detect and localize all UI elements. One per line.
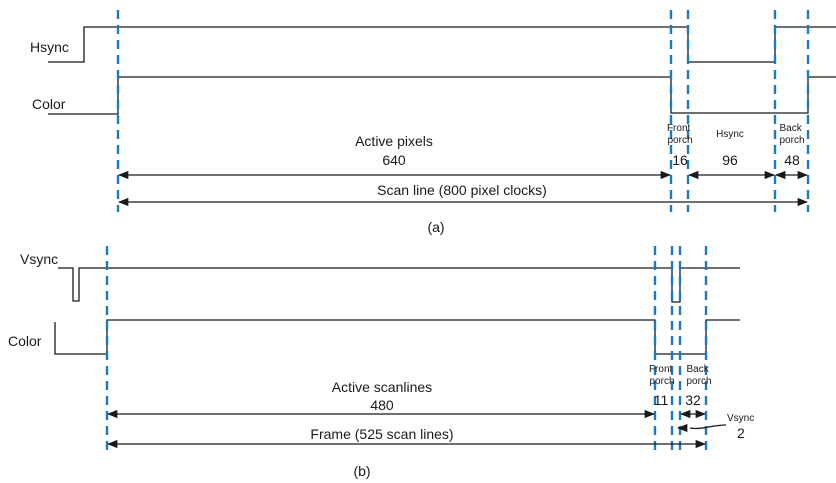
- front-porch-value-a: 16: [672, 152, 688, 168]
- active-scanlines-label: Active scanlines: [332, 379, 432, 395]
- active-pixels-value: 640: [382, 152, 406, 168]
- front-porch-line1-b: Front: [649, 364, 673, 375]
- front-porch-line1-a: Front: [667, 123, 691, 134]
- front-porch-line2-a: porch: [667, 135, 692, 146]
- back-porch-line2-a: porch: [779, 135, 804, 146]
- diagram-b: Vsync Color Active scanlines 480 Front p…: [8, 246, 754, 479]
- active-pixels-label: Active pixels: [355, 133, 433, 149]
- caption-b: (b): [353, 463, 370, 479]
- back-porch-value-a: 48: [784, 152, 800, 168]
- back-porch-line1-b: Back: [686, 364, 709, 375]
- back-porch-line2-b: porch: [686, 376, 711, 387]
- back-porch-line1-a: Back: [779, 123, 802, 134]
- vsync-sync-value: 2: [737, 425, 745, 441]
- scan-line-label: Scan line (800 pixel clocks): [377, 182, 547, 198]
- color-waveform-a: [48, 76, 836, 115]
- caption-a: (a): [427, 219, 444, 235]
- vsync-sync-label: Vsync: [727, 413, 754, 424]
- color-signal-label-b: Color: [8, 333, 42, 349]
- vsync-leader-line: [689, 424, 727, 430]
- hsync-signal-label: Hsync: [30, 39, 69, 55]
- front-porch-line2-b: porch: [649, 376, 674, 387]
- back-porch-value-b: 32: [685, 392, 701, 408]
- back-porch-label-a: Back porch: [779, 123, 804, 146]
- back-porch-label-b: Back porch: [686, 364, 711, 387]
- front-porch-label-b: Front porch: [649, 364, 675, 387]
- active-scanlines-value: 480: [370, 397, 394, 413]
- front-porch-value-b: 11: [654, 392, 669, 408]
- front-porch-label-a: Front porch: [667, 123, 693, 146]
- color-waveform-b: [54, 319, 740, 355]
- hsync-waveform: [48, 26, 836, 63]
- diagram-a: Hsync Color Active pixels 640 Front porc…: [30, 10, 836, 235]
- frame-label: Frame (525 scan lines): [310, 426, 453, 442]
- vsync-signal-label: Vsync: [20, 251, 58, 267]
- vsync-waveform: [58, 267, 740, 303]
- hsync-sync-label: Hsync: [716, 129, 744, 140]
- hsync-sync-value: 96: [722, 152, 738, 168]
- color-signal-label-a: Color: [32, 96, 66, 112]
